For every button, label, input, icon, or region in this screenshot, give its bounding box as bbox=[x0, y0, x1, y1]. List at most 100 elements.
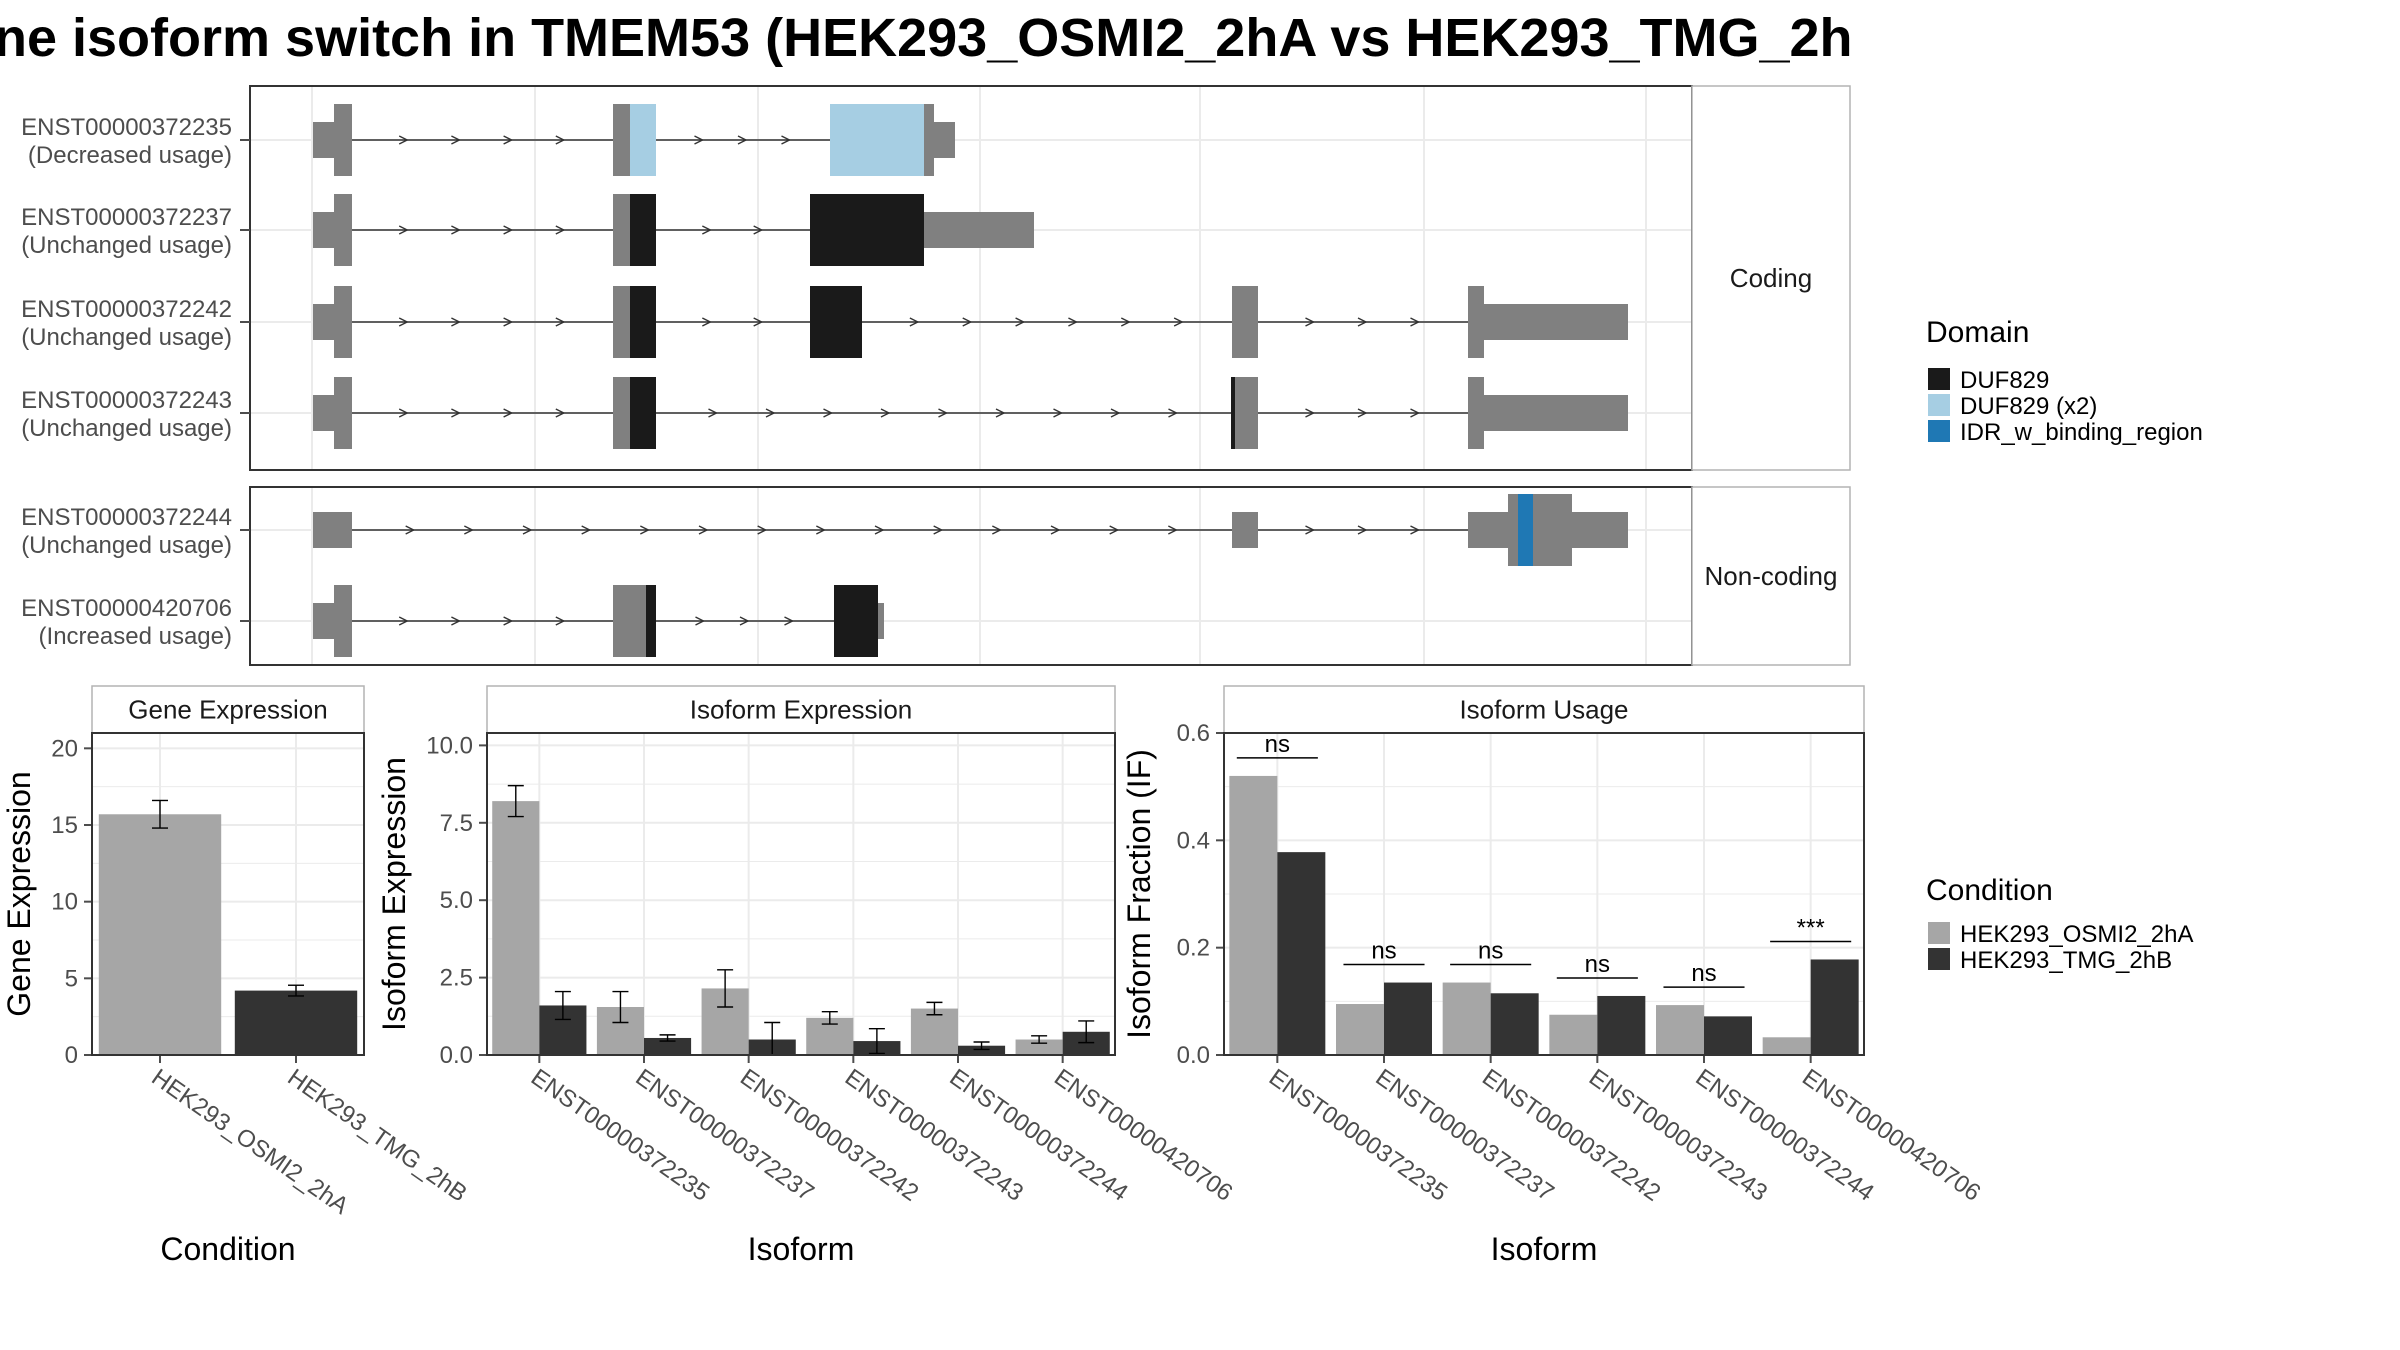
bar bbox=[234, 990, 358, 1055]
bar bbox=[1277, 852, 1326, 1055]
x-tick-label: ENST00000372244 bbox=[945, 1064, 1133, 1207]
legend-swatch bbox=[1928, 368, 1950, 390]
x-tick-label: ENST00000372242 bbox=[735, 1064, 923, 1207]
legend-title: Domain bbox=[1926, 316, 2029, 349]
y-tick-label: 15 bbox=[51, 812, 78, 839]
facet-strip bbox=[486, 685, 1116, 734]
intron-arrow bbox=[581, 525, 592, 535]
intron-arrow bbox=[1305, 408, 1316, 418]
intron-arrow bbox=[702, 225, 712, 235]
intron-arrow bbox=[1168, 525, 1178, 535]
intron-arrow bbox=[909, 317, 920, 327]
y-tick-label: 0.0 bbox=[1177, 1042, 1210, 1069]
plot-frame bbox=[91, 732, 365, 1056]
isoform-usage-label: (Unchanged usage) bbox=[21, 532, 232, 559]
legend-label: HEK293_TMG_2hB bbox=[1960, 947, 2172, 974]
significance-label: ns bbox=[1265, 731, 1290, 758]
exon bbox=[334, 286, 352, 358]
intron-arrow bbox=[522, 525, 533, 535]
bar bbox=[1015, 1039, 1063, 1055]
exon bbox=[334, 104, 352, 176]
intron-arrow bbox=[503, 317, 514, 327]
intron-arrow bbox=[702, 317, 712, 327]
plot-frame bbox=[1223, 732, 1865, 1056]
intron-arrow bbox=[398, 408, 409, 418]
y-tick-label: 2.5 bbox=[440, 965, 473, 992]
facet-strip-label: Coding bbox=[1730, 263, 1812, 293]
intron-arrow bbox=[765, 408, 776, 418]
legend-swatch bbox=[1928, 948, 1950, 970]
intron-arrow bbox=[1015, 317, 1026, 327]
isoform-id-label: ENST00000372237 bbox=[21, 204, 232, 231]
exon bbox=[1468, 286, 1484, 358]
x-tick-label: ENST00000372235 bbox=[526, 1064, 714, 1207]
domain-duf829-x2 bbox=[830, 104, 924, 176]
domain-duf829 bbox=[834, 585, 878, 657]
structure-panel-bg bbox=[250, 86, 1692, 470]
legend-label: DUF829 bbox=[1960, 367, 2049, 394]
legend-title: Condition bbox=[1926, 874, 2053, 907]
x-tick-label: ENST00000372242 bbox=[1477, 1064, 1665, 1207]
intron-arrow bbox=[1050, 525, 1061, 535]
intron-arrow bbox=[405, 525, 416, 535]
exon bbox=[1468, 377, 1484, 449]
intron-arrow bbox=[640, 525, 650, 535]
intron-arrow bbox=[816, 525, 826, 535]
exon bbox=[1484, 395, 1628, 431]
intron-arrow bbox=[503, 616, 514, 626]
exon bbox=[1484, 304, 1628, 340]
chart-title: Isoform Usage bbox=[1459, 695, 1628, 725]
intron-arrow bbox=[555, 408, 566, 418]
exon bbox=[613, 585, 646, 657]
intron-arrow bbox=[451, 317, 461, 327]
structure-panel-bg bbox=[250, 487, 1692, 665]
intron-arrow bbox=[451, 616, 461, 626]
intron-arrow bbox=[781, 135, 792, 145]
x-axis-title: Isoform bbox=[748, 1231, 855, 1267]
domain-duf829 bbox=[1231, 377, 1235, 449]
domain-duf829 bbox=[630, 377, 656, 449]
intron-arrow bbox=[1173, 317, 1184, 327]
domain-duf829-x2 bbox=[630, 104, 656, 176]
intron-arrow bbox=[1110, 408, 1121, 418]
intron-arrow bbox=[737, 135, 748, 145]
exon bbox=[1232, 286, 1258, 358]
x-tick-label: ENST00000372237 bbox=[1371, 1064, 1559, 1207]
intron-arrow bbox=[451, 135, 461, 145]
y-tick-label: 5 bbox=[65, 965, 78, 992]
exon bbox=[1235, 377, 1258, 449]
plot-frame bbox=[486, 732, 1116, 1056]
isoform-usage-label: (Unchanged usage) bbox=[21, 324, 232, 351]
intron-arrow bbox=[451, 225, 461, 235]
bar bbox=[1597, 995, 1646, 1055]
y-tick-label: 10 bbox=[51, 889, 78, 916]
facet-strip-label: Non-coding bbox=[1705, 561, 1838, 591]
intron-arrow bbox=[1068, 317, 1078, 327]
bar bbox=[1810, 959, 1859, 1055]
gene-structure-panel: Coding ENST00000372235(Decreased usage) EN… bbox=[21, 85, 1851, 666]
significance-label: *** bbox=[1797, 914, 1825, 941]
exon bbox=[934, 122, 955, 158]
x-tick-label: ENST00000420706 bbox=[1797, 1064, 1985, 1207]
intron-arrow bbox=[938, 408, 949, 418]
isoform-usage-label: (Decreased usage) bbox=[28, 142, 232, 169]
y-tick-label: 0.2 bbox=[1177, 935, 1210, 962]
bar bbox=[1442, 982, 1491, 1055]
bar bbox=[1762, 1037, 1811, 1055]
x-tick-label: ENST00000372244 bbox=[1691, 1064, 1879, 1207]
facet-strip bbox=[1691, 85, 1851, 471]
bar bbox=[644, 1037, 692, 1055]
bar bbox=[910, 1008, 958, 1055]
intron-arrow bbox=[503, 225, 514, 235]
bar bbox=[98, 814, 222, 1055]
intron-arrow bbox=[753, 317, 764, 327]
significance-label: ns bbox=[1478, 938, 1503, 965]
intron-arrow bbox=[503, 135, 514, 145]
y-tick-label: 0.0 bbox=[440, 1042, 473, 1069]
intron-arrow bbox=[1410, 317, 1421, 327]
chart-title: Gene Expression bbox=[128, 695, 327, 725]
intron-arrow bbox=[1357, 525, 1368, 535]
intron-arrow bbox=[694, 135, 705, 145]
